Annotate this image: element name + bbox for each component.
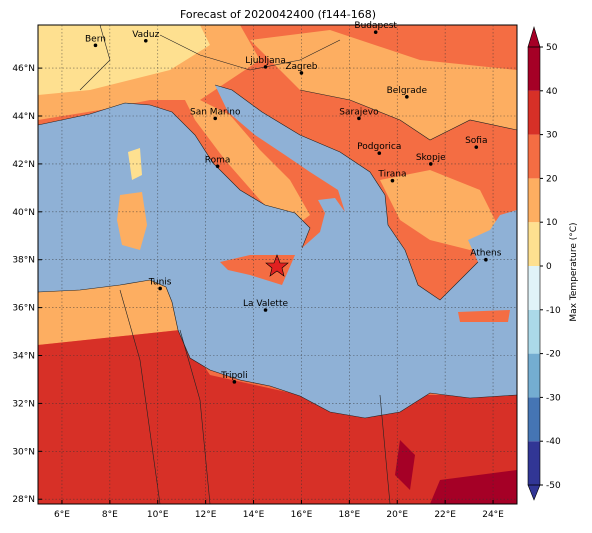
colorbar-tick-label: -40 bbox=[546, 437, 561, 447]
x-tick-label: 20°E bbox=[386, 510, 408, 520]
colorbar-segment bbox=[528, 353, 540, 398]
city-dot bbox=[158, 286, 162, 291]
city-label: Tripoli bbox=[220, 371, 248, 381]
colorbar-tick-label: 50 bbox=[546, 43, 558, 53]
city-label: Bern bbox=[85, 34, 106, 44]
colorbar-tick-label: 40 bbox=[546, 87, 558, 97]
y-tick-label: 30°N bbox=[12, 447, 35, 457]
city-dot bbox=[263, 308, 268, 312]
y-tick-label: 36°N bbox=[12, 304, 35, 314]
x-tick-label: 24°E bbox=[482, 510, 504, 520]
city-label: Sarajevo bbox=[339, 107, 379, 117]
city-dot bbox=[93, 43, 98, 48]
colorbar-tick-label: -30 bbox=[546, 393, 561, 403]
y-tick-label: 42°N bbox=[12, 160, 35, 170]
map bbox=[38, 25, 517, 504]
city-dot bbox=[213, 116, 218, 121]
city-dot bbox=[232, 380, 237, 384]
colorbar-segment bbox=[528, 47, 540, 91]
x-tick-label: 10°E bbox=[147, 510, 169, 520]
city-dot bbox=[428, 162, 433, 166]
city-dot bbox=[263, 65, 268, 69]
y-tick-label: 46°N bbox=[12, 64, 35, 74]
y-tick-label: 28°N bbox=[12, 495, 35, 505]
city-dot bbox=[377, 151, 382, 155]
x-tick-label: 16°E bbox=[291, 510, 313, 520]
city-dot bbox=[357, 116, 361, 121]
colorbar-tick-label: 0 bbox=[546, 262, 552, 272]
city-dot bbox=[373, 30, 378, 34]
city-label: Skopje bbox=[416, 153, 446, 163]
x-tick-label: 12°E bbox=[195, 510, 217, 520]
y-tick-label: 38°N bbox=[12, 256, 35, 266]
city-label: Vaduz bbox=[132, 30, 159, 40]
city-dot bbox=[299, 71, 304, 75]
city-label: Belgrade bbox=[387, 86, 428, 96]
x-tick-label: 8°E bbox=[102, 510, 118, 520]
city-label: Sofia bbox=[465, 136, 487, 146]
colorbar-segment bbox=[528, 397, 540, 442]
y-tick-label: 44°N bbox=[12, 112, 35, 122]
city-label: Ljubljana bbox=[245, 56, 286, 66]
x-tick-label: 22°E bbox=[434, 510, 456, 520]
colorbar-segment bbox=[528, 90, 540, 135]
colorbar-tick-label: 10 bbox=[546, 218, 558, 228]
city-dot bbox=[143, 39, 148, 43]
colorbar-label: Max Temperature (°C) bbox=[569, 222, 579, 321]
colorbar-segment bbox=[528, 309, 540, 354]
colorbar-segment bbox=[528, 178, 540, 223]
city-label: San Marino bbox=[190, 107, 241, 117]
colorbar-extend-top bbox=[527, 25, 541, 48]
city-label: Roma bbox=[205, 155, 231, 165]
colorbar-extend-bottom bbox=[527, 484, 541, 501]
y-tick-label: 40°N bbox=[12, 208, 35, 218]
colorbar-segment bbox=[528, 222, 540, 266]
city-label: Tirana bbox=[377, 170, 406, 180]
y-tick-label: 34°N bbox=[12, 352, 35, 362]
colorbar-tick-label: -20 bbox=[546, 350, 561, 360]
colorbar-tick-label: -10 bbox=[546, 306, 561, 316]
city-label: Tunis bbox=[148, 277, 172, 287]
map-frame bbox=[37, 24, 518, 505]
city-dot bbox=[215, 164, 220, 169]
city-label: Athens bbox=[470, 249, 501, 259]
x-tick-label: 14°E bbox=[243, 510, 265, 520]
star-marker bbox=[265, 254, 289, 277]
colorbar-segment bbox=[528, 441, 540, 485]
city-dot bbox=[390, 178, 395, 183]
colorbar-tick-label: 30 bbox=[546, 131, 558, 141]
city-label: Podgorica bbox=[357, 142, 401, 152]
city-dot bbox=[474, 145, 479, 149]
y-tick-label: 32°N bbox=[12, 399, 35, 409]
x-tick-label: 6°E bbox=[54, 510, 70, 520]
colorbar-segment bbox=[528, 266, 540, 310]
city-label: La Valette bbox=[243, 299, 288, 309]
city-dot bbox=[484, 257, 488, 262]
colorbar-tick-label: -50 bbox=[546, 481, 561, 491]
city-label: Zagreb bbox=[285, 62, 317, 72]
x-tick-label: 18°E bbox=[339, 510, 361, 520]
colorbar-tick-label: 20 bbox=[546, 174, 558, 184]
colorbar-segment bbox=[528, 134, 540, 179]
city-label: Budapest bbox=[354, 21, 397, 31]
title: Forecast of 2020042400 (f144-168) bbox=[180, 8, 376, 21]
city-dot bbox=[405, 95, 409, 99]
